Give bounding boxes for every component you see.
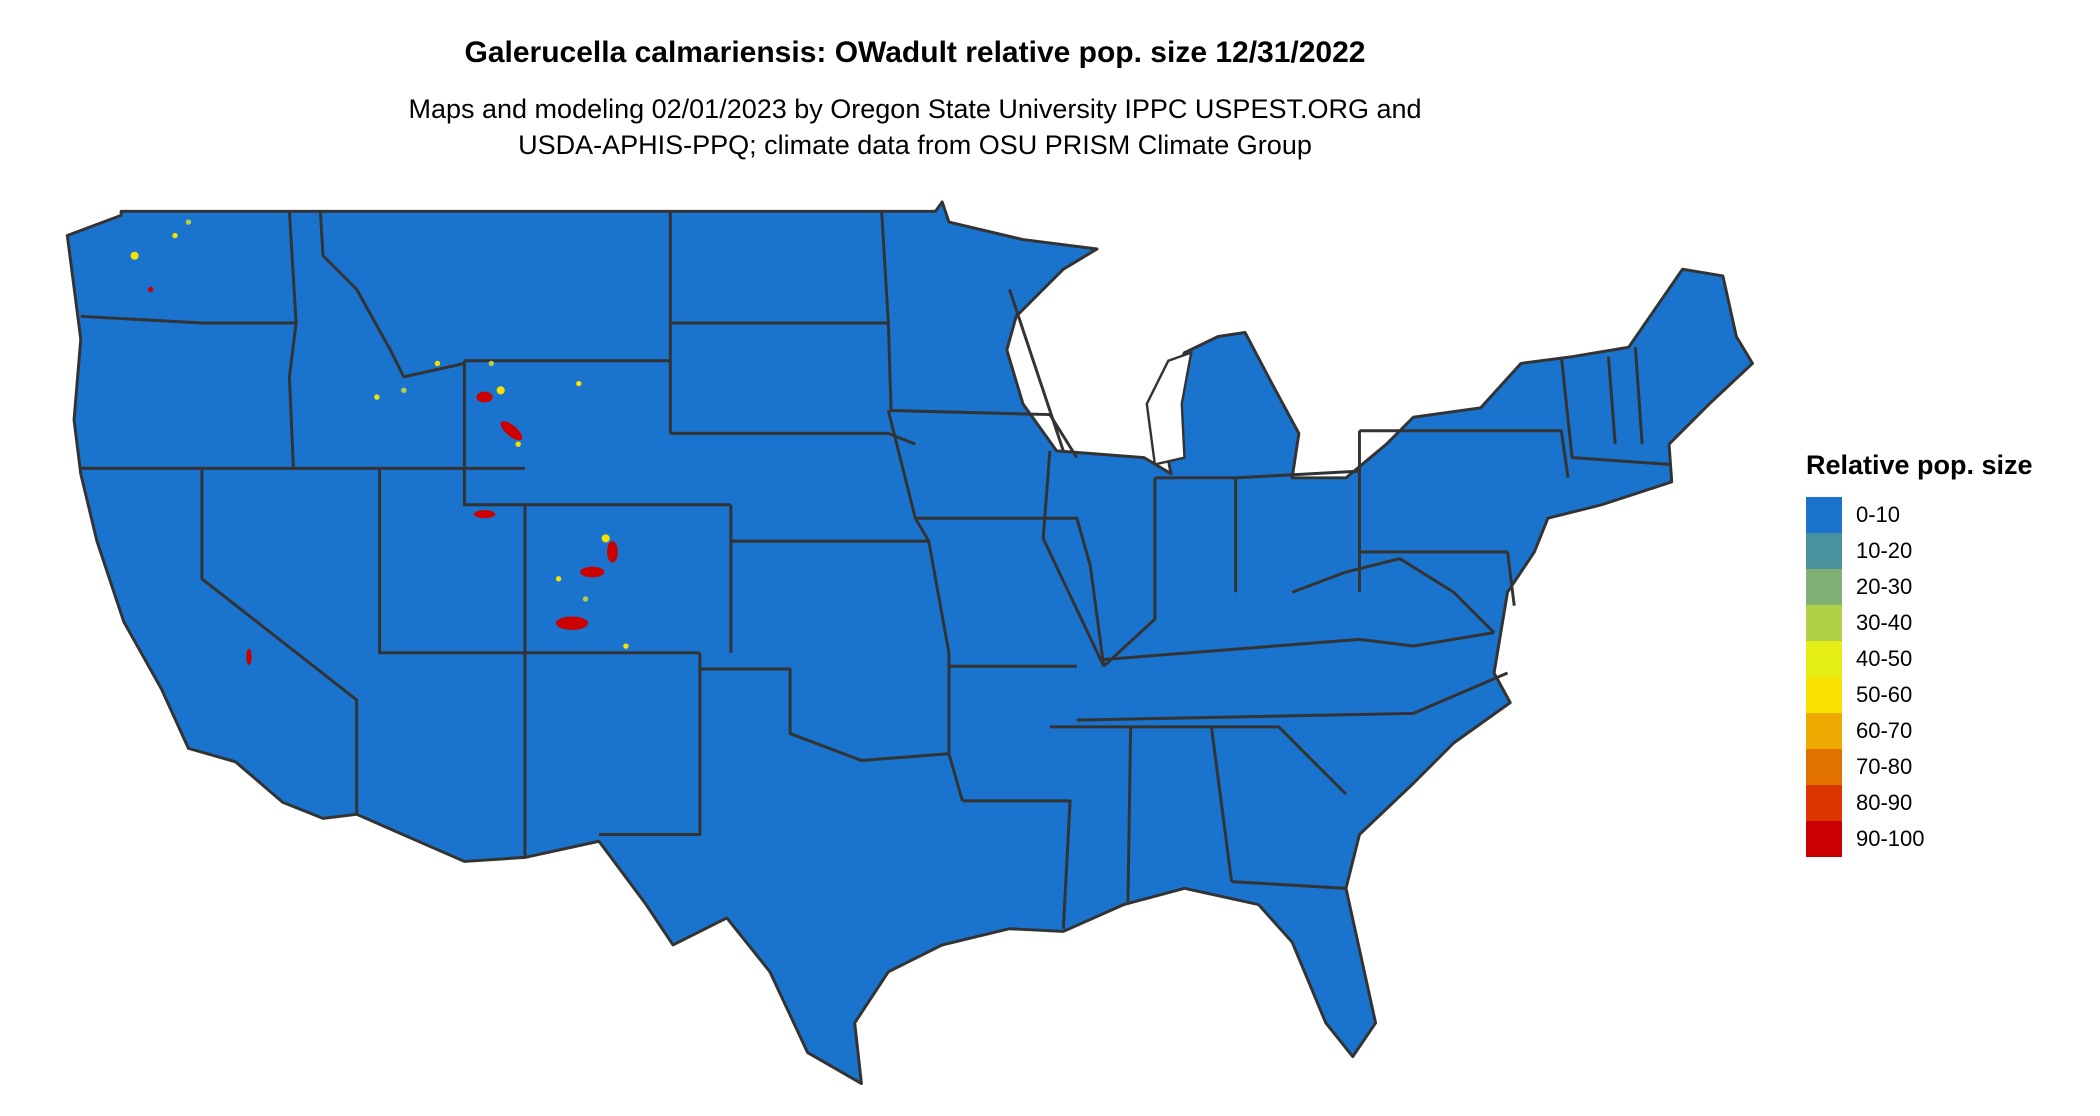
legend-label: 70-80 <box>1856 754 1913 779</box>
legend-title: Relative pop. size <box>1806 450 2033 480</box>
legend-item: 60-70 <box>1806 713 2033 749</box>
map-subtitle-line1: Maps and modeling 02/01/2023 by Oregon S… <box>408 94 1422 124</box>
legend-item: 20-30 <box>1806 569 2033 605</box>
legend-label: 20-30 <box>1856 574 1913 599</box>
legend-label: 30-40 <box>1856 610 1913 635</box>
legend-label: 90-100 <box>1856 826 1925 851</box>
state-borders <box>80 211 1670 929</box>
legend-swatch <box>1806 605 1842 641</box>
legend-item: 0-10 <box>1806 497 2033 533</box>
legend-item: 90-100 <box>1806 821 2033 857</box>
us-outline <box>65 200 1754 1086</box>
legend-item: 10-20 <box>1806 533 2033 569</box>
legend-label: 50-60 <box>1856 682 1913 707</box>
legend-swatch <box>1806 677 1842 713</box>
legend-label: 0-10 <box>1856 502 1901 527</box>
legend-swatch <box>1806 533 1842 569</box>
map-subtitle-line2: USDA-APHIS-PPQ; climate data from OSU PR… <box>518 130 1312 160</box>
legend-swatch <box>1806 641 1842 677</box>
legend-label: 60-70 <box>1856 718 1913 743</box>
legend-item: 50-60 <box>1806 677 2033 713</box>
map-title: Galerucella calmariensis: OWadult relati… <box>464 36 1366 69</box>
hotspots <box>130 219 629 665</box>
legend-swatch <box>1806 569 1842 605</box>
lake-michigan <box>1145 350 1193 466</box>
legend-swatch <box>1806 497 1842 533</box>
legend-swatch <box>1806 749 1842 785</box>
legend-item: 80-90 <box>1806 785 2033 821</box>
legend-swatch <box>1806 713 1842 749</box>
legend-item: 30-40 <box>1806 605 2033 641</box>
legend-item: 40-50 <box>1806 641 2033 677</box>
legend-swatch <box>1806 821 1842 857</box>
legend-label: 40-50 <box>1856 646 1913 671</box>
legend: Relative pop. size 0-10 10-20 20-30 30-40 40… <box>1806 450 2033 857</box>
legend-label: 10-20 <box>1856 538 1913 563</box>
legend-label: 80-90 <box>1856 790 1913 815</box>
legend-item: 70-80 <box>1806 749 2033 785</box>
legend-swatch <box>1806 785 1842 821</box>
